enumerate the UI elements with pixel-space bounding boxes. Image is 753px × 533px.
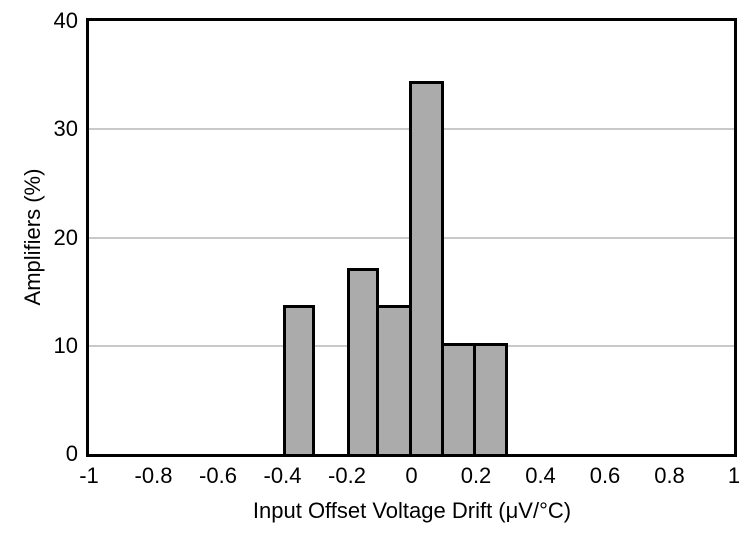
histogram-bar — [347, 268, 379, 457]
x-tick-label: 0 — [405, 463, 418, 488]
x-tick-label: 0.6 — [589, 463, 621, 488]
histogram-bar — [441, 343, 476, 457]
y-axis-title: Amplifiers (%) — [20, 168, 45, 306]
x-tick-label: 0.4 — [525, 463, 556, 488]
x-tick-label: -0.6 — [199, 463, 237, 488]
x-tick-label: -0.2 — [328, 463, 366, 488]
y-tick-label: 20 — [53, 224, 78, 250]
x-tick-label: 0.8 — [654, 463, 685, 488]
plot-area — [86, 18, 737, 457]
histogram-bar — [283, 305, 315, 457]
x-tick-label: -0.4 — [263, 463, 302, 488]
y-tick-label: 40 — [53, 8, 78, 33]
x-tick-label: -0.8 — [134, 463, 173, 488]
y-tick-label: 30 — [53, 116, 78, 142]
x-tick-label: 1 — [727, 463, 741, 488]
histogram-bar — [473, 343, 508, 457]
x-tick-label: -1 — [79, 463, 99, 488]
histogram-bar — [409, 81, 444, 457]
y-tick-label: 10 — [53, 332, 78, 358]
x-tick-label: 0.2 — [460, 463, 492, 488]
y-tick-label: 0 — [65, 441, 78, 466]
x-axis-title: Input Offset Voltage Drift (μV/°C) — [252, 498, 572, 523]
histogram-bar — [376, 305, 412, 457]
